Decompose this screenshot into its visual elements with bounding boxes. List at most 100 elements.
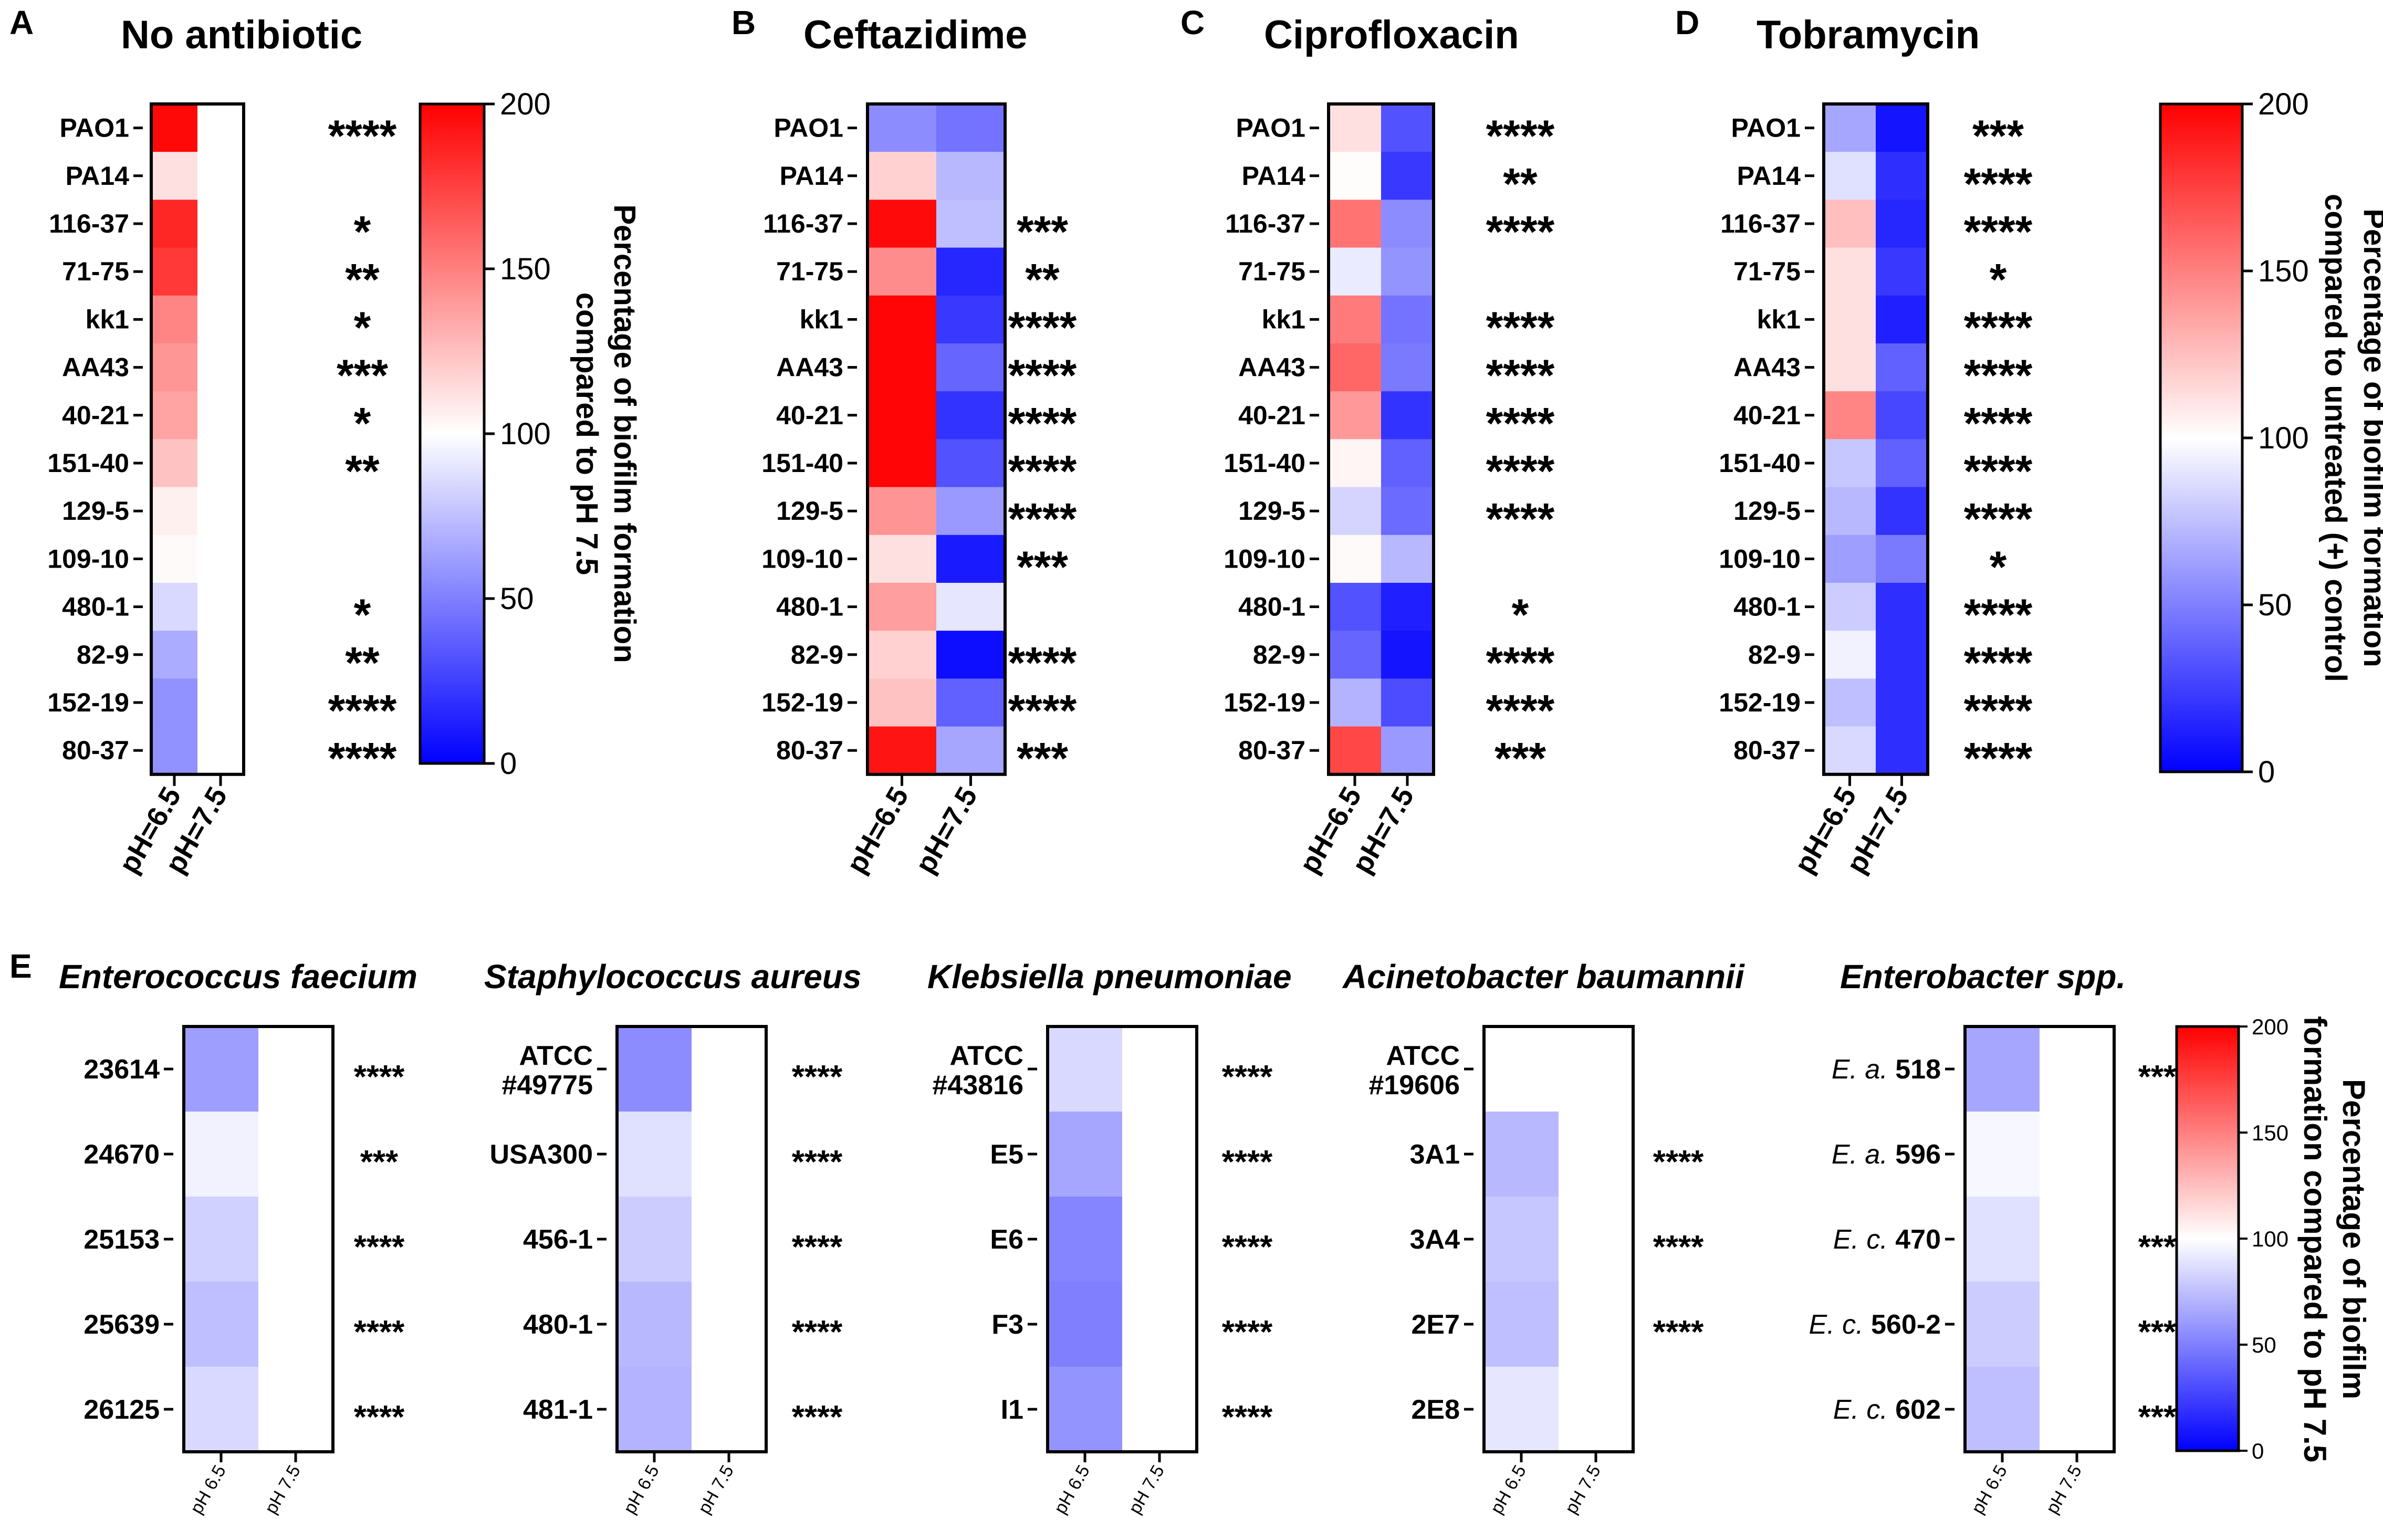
colorbar-tick-label: 200 — [2252, 1014, 2288, 1039]
heatmap-cell — [936, 487, 1005, 536]
row-label: 129-5 — [62, 496, 129, 526]
significance-marker: *** — [1017, 734, 1068, 783]
heatmap-cell — [151, 152, 197, 200]
panel-b: B Ceftazidime PAO1 PA14 116-37 *** 71-75 ** kk1 *… — [731, 4, 1077, 878]
colorbar-tick-label: 150 — [2258, 254, 2309, 288]
significance-marker: **** — [1222, 1399, 1273, 1436]
row-label: E5 — [990, 1139, 1023, 1170]
colorbar-gradient — [419, 102, 486, 765]
heatmap-cell — [1381, 535, 1434, 583]
heatmap-cell — [197, 247, 244, 296]
heatmap-cell — [1824, 104, 1876, 152]
row-label: 24670 — [83, 1139, 160, 1170]
row-label: 71-75 — [1238, 257, 1305, 286]
significance-marker: **** — [1486, 207, 1555, 256]
species-abbrev: E. a. — [1832, 1139, 1888, 1170]
heatmap-cell — [936, 247, 1005, 296]
significance-marker: **** — [1486, 686, 1555, 735]
strain-id: 602 — [1895, 1395, 1941, 1425]
heatmap-cell — [617, 1197, 692, 1282]
heatmap-cell — [151, 535, 197, 583]
row-label: AA43 — [776, 353, 843, 382]
row-label: 23614 — [83, 1054, 160, 1085]
heatmap-cell — [1484, 1282, 1559, 1367]
heatmap-cell — [258, 1197, 333, 1282]
heatmap-cell — [1048, 1026, 1122, 1112]
heatmap-cell — [1122, 1197, 1197, 1282]
row-label: PA14 — [1242, 161, 1306, 191]
colorbar-tick-label: 50 — [500, 582, 534, 616]
heatmap-cell — [692, 1112, 766, 1197]
heatmap-cell — [1122, 1112, 1197, 1197]
significance-marker: **** — [1008, 302, 1077, 352]
significance-marker: **** — [1964, 302, 2033, 352]
row-label: 116-37 — [1225, 209, 1305, 238]
heatmap-cell — [1876, 678, 1928, 727]
heatmap-cell — [617, 1112, 692, 1197]
colorbar-tick-label: 200 — [500, 87, 551, 121]
heatmap-cell — [1876, 391, 1928, 439]
heatmap-cell — [1381, 104, 1434, 152]
colorbar-title: formation compared to pH 7.5 — [2297, 1016, 2333, 1462]
heatmap-cell — [258, 1112, 333, 1197]
row-label: 40-21 — [776, 401, 843, 430]
row-label: PA14 — [66, 161, 130, 191]
colorbar-tick-label: 0 — [2252, 1439, 2264, 1463]
heatmap-cell — [692, 1026, 766, 1112]
significance-marker: **** — [1222, 1059, 1273, 1095]
strain-id: 560-2 — [1871, 1309, 1941, 1340]
heatmap-cell — [151, 247, 197, 296]
heatmap-cell — [151, 678, 197, 727]
row-label: 151-40 — [47, 448, 129, 478]
heatmap-cell — [1965, 1197, 2040, 1282]
significance-marker: **** — [1964, 494, 2033, 543]
column-label: pH 6.5 — [620, 1462, 663, 1517]
row-label: E. c. 602 — [1833, 1395, 1941, 1425]
heatmap-cell — [1965, 1112, 2040, 1197]
significance-marker: **** — [1653, 1314, 1704, 1350]
row-label: 151-40 — [1224, 448, 1305, 478]
significance-marker: **** — [1964, 159, 2033, 208]
heatmap-cell — [1381, 583, 1434, 631]
row-label: 109-10 — [1224, 544, 1305, 573]
column-label: pH 6.5 — [1487, 1462, 1530, 1517]
heatmap-cell — [151, 343, 197, 392]
colorbar-tick-label: 100 — [2252, 1227, 2288, 1251]
column-label: pH 7.5 — [1125, 1462, 1168, 1517]
row-label: ATCC — [949, 1041, 1023, 1071]
heatmap-cell — [936, 152, 1005, 200]
species-abbrev: E. c. — [1809, 1309, 1864, 1340]
row-label: PAO1 — [1731, 113, 1801, 143]
significance-marker: ** — [345, 255, 380, 304]
heatmap-cell — [1381, 439, 1434, 488]
significance-marker: * — [354, 207, 371, 256]
heatmap-cell — [1876, 535, 1928, 583]
heatmap-cell — [1876, 104, 1928, 152]
heatmap-cell — [868, 678, 936, 727]
column-label: pH=7.5 — [910, 782, 984, 879]
heatmap-cell — [1876, 343, 1928, 392]
heatmap-cell — [1559, 1282, 1633, 1367]
colorbar-gradient — [2175, 1025, 2240, 1452]
heatmap-cell — [151, 583, 197, 631]
heatmap-frame — [1327, 102, 1435, 776]
heatmap-cell — [1329, 583, 1381, 631]
row-label: 481-1 — [523, 1395, 593, 1425]
heatmap-cell — [1876, 200, 1928, 248]
row-label: #43816 — [932, 1070, 1023, 1101]
row-label: 116-37 — [763, 209, 843, 238]
heatmap-cell — [1484, 1197, 1559, 1282]
heatmap-cell — [1122, 1367, 1197, 1452]
heatmap-cell — [197, 583, 244, 631]
significance-marker: *** — [337, 351, 388, 400]
colorbar-tick-label: 150 — [500, 252, 551, 286]
heatmap-cell — [1329, 726, 1381, 775]
species-group: Klebsiella pneumoniae ATCC#43816 **** E5 ***… — [927, 958, 1292, 1517]
colorbar-a: 200 150 100 50 0 Percentage of biofilm format… — [419, 87, 642, 781]
species-abbrev: E. a. — [1832, 1054, 1888, 1085]
heatmap-cell — [1329, 678, 1381, 727]
heatmap-cell — [1824, 247, 1876, 296]
significance-marker: *** — [1972, 111, 2024, 161]
row-label: 71-75 — [1733, 257, 1801, 286]
heatmap-cell — [868, 391, 936, 439]
